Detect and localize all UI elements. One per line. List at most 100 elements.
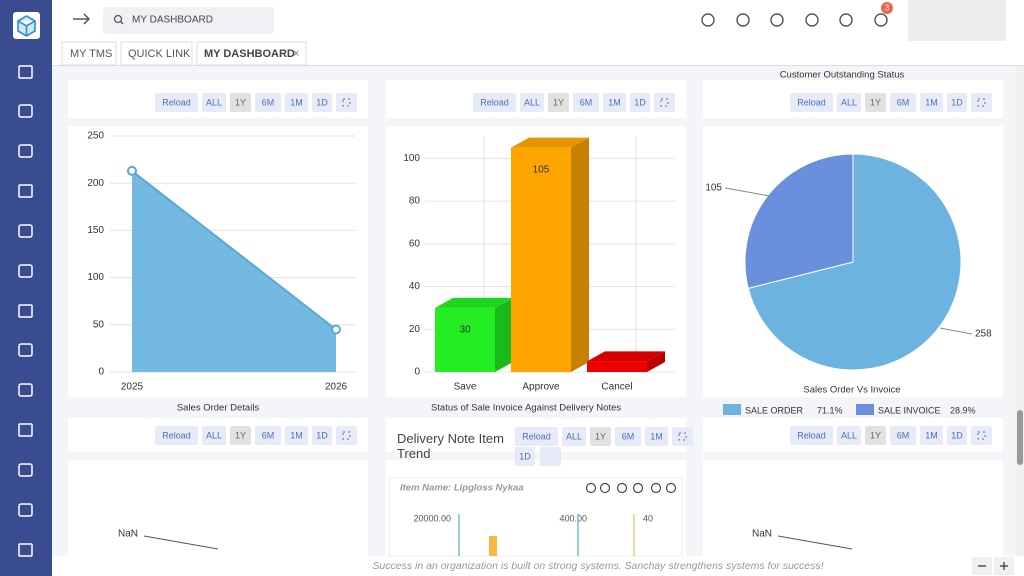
range-button[interactable] [573,93,599,112]
range-button-label[interactable]: 6M [580,97,593,107]
fullscreen-button[interactable] [971,93,992,112]
range-button-label[interactable]: 6M [622,431,635,441]
tab-label[interactable]: MY DASHBOARD [204,48,295,60]
range-button[interactable] [630,93,650,112]
range-button[interactable] [515,427,558,446]
tab-close[interactable]: × [293,48,299,60]
range-button[interactable] [285,93,308,112]
tab-label[interactable]: QUICK LINK [128,48,191,60]
legend-swatch[interactable] [723,404,741,415]
range-button[interactable] [947,93,967,112]
range-button[interactable] [230,426,251,445]
toolbar-icon[interactable] [874,13,888,27]
range-button-label[interactable]: 1M [290,430,303,440]
range-button-label[interactable]: 1Y [235,430,246,440]
range-button-label[interactable]: Reload [522,431,551,441]
range-button-label[interactable]: 6M [262,97,275,107]
range-button-label[interactable]: 1M [925,97,938,107]
range-button[interactable] [515,447,535,466]
range-button[interactable] [312,93,332,112]
sidebar-icon[interactable] [18,144,33,158]
sidebar-icon[interactable] [18,224,33,238]
range-button-label[interactable]: 6M [897,97,910,107]
tab-label[interactable]: MY TMS [70,48,112,60]
range-button[interactable] [285,426,308,445]
range-button-label[interactable]: 6M [897,430,910,440]
range-button[interactable] [603,93,626,112]
range-button-label[interactable]: 6M [262,430,275,440]
range-button[interactable] [202,93,226,112]
chart-tool[interactable] [599,482,611,494]
sidebar-icon[interactable] [18,104,33,118]
range-button[interactable] [890,426,916,445]
range-button[interactable] [202,426,226,445]
legend-value[interactable]: 71.1% [817,405,843,415]
sidebar-icon[interactable] [18,543,33,557]
range-button-label[interactable]: 1Y [235,97,246,107]
range-button-label[interactable]: 1Y [595,431,606,441]
range-button[interactable] [548,93,569,112]
sidebar-icon[interactable] [18,503,33,517]
range-button-label[interactable]: Reload [797,97,826,107]
range-button-label[interactable]: 1D [316,97,328,107]
range-button-label[interactable]: Reload [480,97,509,107]
range-button[interactable] [562,427,586,446]
range-button[interactable] [865,426,886,445]
range-button[interactable] [255,426,281,445]
fullscreen-button[interactable] [672,427,693,446]
range-button-label[interactable]: 1M [290,97,303,107]
range-button-label[interactable]: 1Y [870,430,881,440]
chart-tool[interactable] [665,482,677,494]
range-button[interactable] [920,93,943,112]
toolbar-icon[interactable] [839,13,853,27]
range-button-label[interactable]: 1D [634,97,646,107]
range-button-label[interactable]: ALL [841,430,857,440]
tab[interactable] [120,41,193,66]
scroll-thumb[interactable] [1017,410,1023,465]
range-button-label[interactable]: 1D [519,451,531,461]
range-button-label[interactable]: 1M [925,430,938,440]
range-button[interactable] [312,426,332,445]
range-button-label[interactable]: ALL [206,430,222,440]
sidebar-icon[interactable] [18,65,33,79]
range-button[interactable] [645,427,668,446]
range-button[interactable] [615,427,641,446]
range-button[interactable] [473,93,516,112]
legend-label[interactable]: SALE ORDER [745,405,804,415]
range-button[interactable] [790,426,833,445]
range-button-label[interactable]: Reload [162,97,191,107]
legend-value[interactable]: 28.9% [950,405,976,415]
search-box[interactable] [103,7,274,34]
range-button-label[interactable]: ALL [206,97,222,107]
sidebar-icon[interactable] [18,343,33,357]
range-button[interactable] [155,93,198,112]
legend-swatch[interactable] [856,404,874,415]
sidebar-icon[interactable] [18,423,33,437]
tab[interactable] [61,41,117,66]
fullscreen-button[interactable] [336,93,357,112]
chart-tool[interactable] [616,482,628,494]
range-button[interactable] [865,93,886,112]
range-button[interactable] [230,93,251,112]
range-button[interactable] [890,93,916,112]
sidebar-icon[interactable] [18,184,33,198]
range-button[interactable] [590,427,611,446]
range-button[interactable] [255,93,281,112]
range-button[interactable] [837,426,861,445]
toolbar-icon[interactable] [770,13,784,27]
expand-arrow[interactable] [73,13,91,25]
range-button-label[interactable]: 1Y [553,97,564,107]
legend-label[interactable]: SALE INVOICE [878,405,941,415]
chart-tool[interactable] [585,482,597,494]
sidebar-icon[interactable] [18,383,33,397]
range-button-label[interactable]: 1D [951,430,963,440]
range-button-label[interactable]: ALL [566,431,582,441]
chart-tool[interactable] [650,482,662,494]
fullscreen-button[interactable] [540,447,561,466]
range-button-label[interactable]: ALL [524,97,540,107]
range-button-label[interactable]: Reload [162,430,191,440]
toolbar-icon[interactable] [736,13,750,27]
range-button[interactable] [520,93,544,112]
sidebar-icon[interactable] [18,304,33,318]
range-button[interactable] [837,93,861,112]
